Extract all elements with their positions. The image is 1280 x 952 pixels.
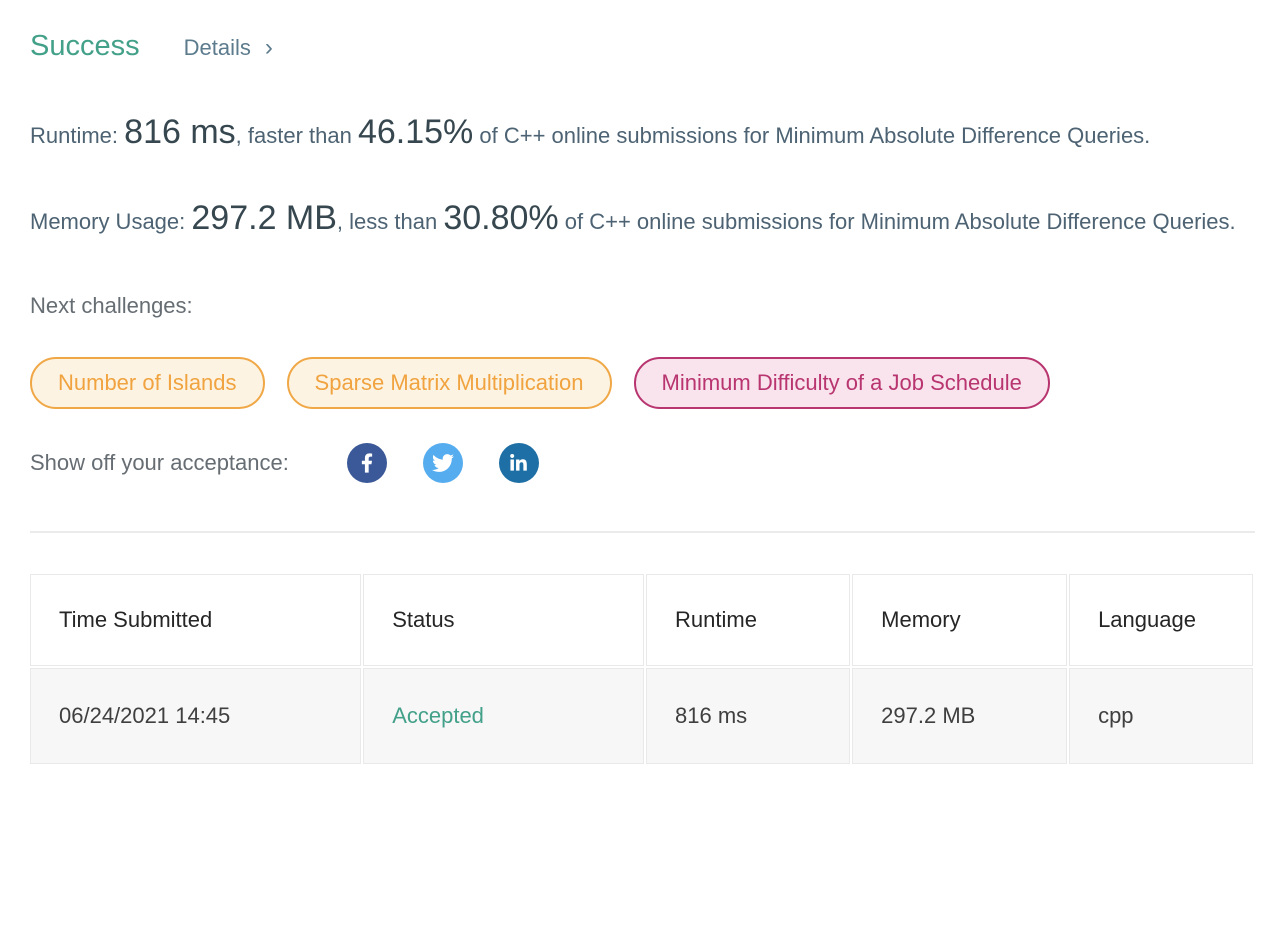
linkedin-icon <box>509 453 528 473</box>
column-header-memory: Memory <box>852 574 1068 666</box>
memory-label: Memory Usage: <box>30 209 192 234</box>
status-heading: Success <box>30 30 140 62</box>
column-header-time-submitted: Time Submitted <box>30 574 362 666</box>
next-challenges-label: Next challenges: <box>30 293 193 318</box>
runtime-value: 816 ms <box>124 113 236 151</box>
facebook-share-button[interactable] <box>346 443 387 483</box>
twitter-icon <box>431 452 454 474</box>
accepted-status-link[interactable]: Accepted <box>392 703 484 728</box>
cell-time-submitted: 06/24/2021 14:45 <box>30 668 362 764</box>
runtime-middle-text: , faster than <box>235 123 358 148</box>
runtime-label: Runtime: <box>30 123 125 148</box>
details-link[interactable]: Details › <box>184 34 273 62</box>
runtime-suffix-text: of C++ online submissions for Minimum Ab… <box>473 123 1151 148</box>
challenge-pill-minimum-difficulty-job-schedule[interactable]: Minimum Difficulty of a Job Schedule <box>633 357 1050 409</box>
column-header-status: Status <box>363 574 645 666</box>
cell-memory: 297.2 MB <box>852 668 1068 764</box>
submissions-table: Time Submitted Status Runtime Memory Lan… <box>28 572 1255 766</box>
facebook-icon <box>361 452 373 474</box>
cell-runtime: 816 ms <box>646 668 851 764</box>
chevron-right-icon: › <box>264 34 273 61</box>
details-link-label: Details <box>183 35 251 60</box>
share-icons <box>346 443 539 483</box>
cell-language: cpp <box>1069 668 1253 764</box>
share-row: Show off your acceptance: <box>30 443 1255 483</box>
table-header-row: Time Submitted Status Runtime Memory Lan… <box>30 574 1253 666</box>
memory-percentile: 30.80% <box>443 199 559 237</box>
column-header-language: Language <box>1069 574 1253 666</box>
memory-suffix-text: of C++ online submissions for Minimum Ab… <box>558 209 1236 234</box>
table-row: 06/24/2021 14:45 Accepted 816 ms 297.2 M… <box>30 668 1253 764</box>
next-challenges-list: Number of Islands Sparse Matrix Multipli… <box>30 357 1255 409</box>
memory-middle-text: , less than <box>336 209 444 234</box>
column-header-runtime: Runtime <box>646 574 851 666</box>
linkedin-share-button[interactable] <box>498 443 539 483</box>
memory-summary: Memory Usage: 297.2 MB, less than 30.80%… <box>30 197 1245 243</box>
runtime-summary: Runtime: 816 ms, faster than 46.15% of C… <box>30 111 1245 157</box>
section-divider <box>30 531 1255 533</box>
memory-value: 297.2 MB <box>191 199 337 237</box>
result-header: Success Details › <box>30 30 1255 63</box>
twitter-share-button[interactable] <box>422 443 463 483</box>
submission-result-page: Success Details › Runtime: 816 ms, faste… <box>28 30 1255 766</box>
challenge-pill-number-of-islands[interactable]: Number of Islands <box>30 357 265 409</box>
challenge-pill-sparse-matrix-multiplication[interactable]: Sparse Matrix Multiplication <box>286 357 612 409</box>
runtime-percentile: 46.15% <box>357 113 474 151</box>
cell-status: Accepted <box>363 668 645 764</box>
share-label: Show off your acceptance: <box>30 450 289 475</box>
